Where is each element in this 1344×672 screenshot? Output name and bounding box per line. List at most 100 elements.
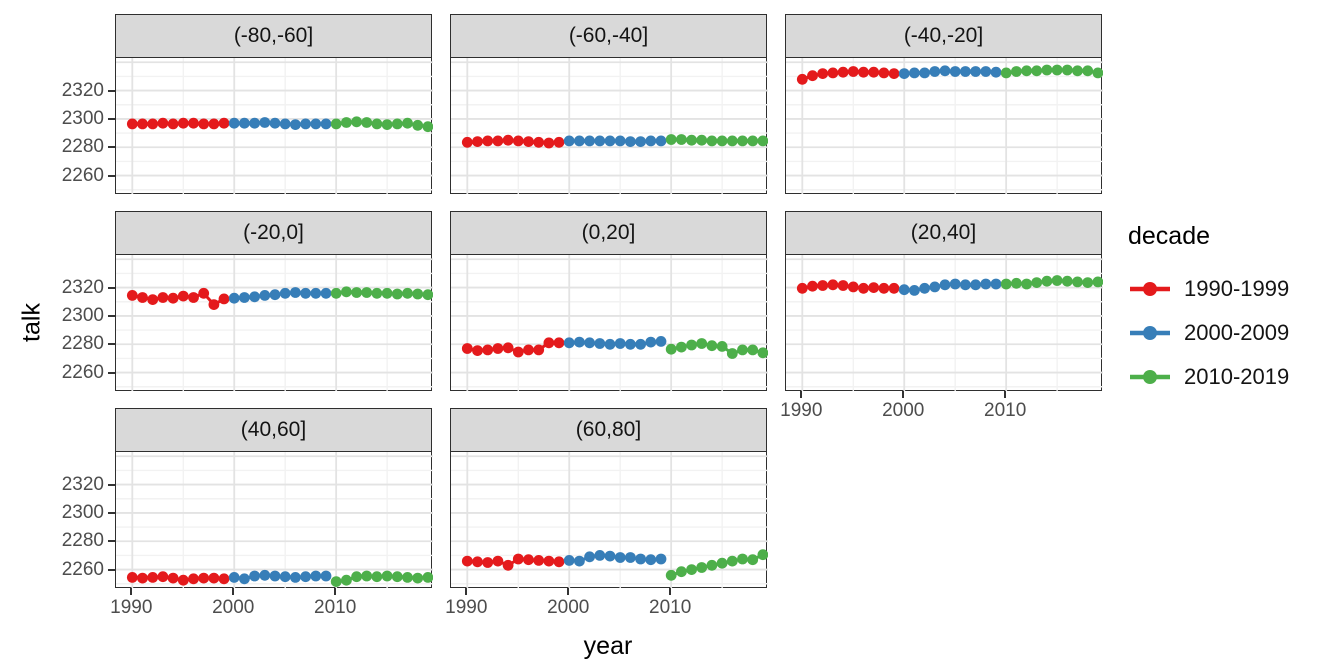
data-point <box>422 572 433 583</box>
data-point <box>188 573 199 585</box>
data-point <box>239 573 250 585</box>
x-axis-tick-mark <box>800 391 803 398</box>
data-point <box>177 117 189 129</box>
data-point <box>259 117 271 128</box>
data-point <box>218 293 230 305</box>
data-point <box>888 282 900 294</box>
data-point <box>259 569 271 581</box>
data-point <box>686 339 697 351</box>
data-point <box>391 571 403 583</box>
data-point <box>502 134 514 146</box>
data-point <box>412 572 424 584</box>
data-point <box>300 287 311 299</box>
facet-panel-(20,40] <box>785 255 1103 391</box>
data-point <box>523 136 534 147</box>
data-point <box>929 281 941 293</box>
y-axis-tick-label: 2300 <box>61 107 104 129</box>
panel-plot-area <box>786 255 1103 391</box>
data-point <box>1041 275 1053 287</box>
facet-strip-(-40,-20]: (-40,-20] <box>785 14 1102 58</box>
data-point <box>1021 65 1032 77</box>
legend-entry-2010-2019: 2010-2019 <box>1128 363 1338 391</box>
data-point <box>625 552 636 563</box>
data-point <box>341 574 352 586</box>
data-point <box>686 564 697 575</box>
data-point <box>279 287 291 299</box>
data-point <box>543 337 555 349</box>
data-point <box>126 118 138 130</box>
data-point <box>300 118 311 130</box>
data-point <box>502 342 514 354</box>
data-point <box>939 279 951 291</box>
data-point <box>909 285 920 296</box>
data-point <box>461 136 473 148</box>
data-point <box>412 119 424 131</box>
panel-plot-area <box>451 58 768 194</box>
data-point <box>686 134 697 146</box>
x-axis-tick-mark <box>902 391 905 398</box>
y-axis-tick-mark <box>108 89 115 92</box>
data-point <box>645 135 657 147</box>
data-point <box>512 346 524 358</box>
data-point <box>310 118 322 130</box>
facet-strip-(-60,-40]: (-60,-40] <box>450 14 767 58</box>
data-point <box>990 278 1002 290</box>
data-point <box>512 135 524 147</box>
data-point <box>147 572 159 583</box>
data-point <box>320 570 332 582</box>
legend: decade 1990-1999 2000-2009 2010-2019 <box>1128 222 1338 407</box>
data-point <box>604 338 616 350</box>
x-axis-tick-label: 2000 <box>212 597 255 618</box>
data-point <box>391 118 403 130</box>
facet-strip-label: (40,60] <box>240 418 307 441</box>
data-point <box>960 279 971 291</box>
y-axis-tick-label: 2280 <box>61 530 104 552</box>
data-point <box>604 135 616 147</box>
data-point <box>553 136 565 148</box>
facet-strip-(0,20]: (0,20] <box>450 211 767 255</box>
data-point <box>716 135 728 147</box>
facet-panel-(-80,-60] <box>115 58 433 194</box>
y-axis-tick-label: 2300 <box>61 501 104 523</box>
data-point <box>502 559 514 571</box>
data-point <box>208 299 220 310</box>
data-point <box>898 284 910 296</box>
facet-panel-(60,80] <box>450 452 768 588</box>
data-point <box>847 281 859 293</box>
facet-strip-(40,60]: (40,60] <box>115 408 432 452</box>
facet-panel-(40,60] <box>115 452 433 588</box>
data-point <box>482 135 494 147</box>
data-point <box>696 134 708 146</box>
facet-strip-label: (-60,-40] <box>568 24 649 47</box>
data-point <box>269 570 281 582</box>
data-point <box>635 338 646 350</box>
data-point <box>594 135 606 147</box>
data-point <box>665 569 677 581</box>
data-point <box>1082 277 1094 288</box>
data-point <box>706 559 718 571</box>
data-point <box>208 118 220 130</box>
data-point <box>422 289 433 301</box>
data-point <box>696 562 708 573</box>
data-point <box>167 572 179 584</box>
data-point <box>137 572 148 584</box>
x-axis-tick-label: 2010 <box>649 597 692 618</box>
data-point <box>533 136 545 148</box>
data-point <box>1021 278 1032 290</box>
data-point <box>198 572 210 584</box>
data-point <box>543 137 555 149</box>
x-axis-tick-mark <box>465 588 468 595</box>
data-point <box>635 136 646 147</box>
data-point <box>330 287 342 299</box>
data-point <box>147 118 159 130</box>
data-point <box>341 117 352 128</box>
data-point <box>929 66 941 77</box>
data-point <box>817 68 829 79</box>
data-point <box>553 556 565 568</box>
data-point <box>492 343 504 354</box>
data-point <box>919 67 930 79</box>
y-axis-tick-label: 2280 <box>61 136 104 158</box>
data-point <box>868 66 880 78</box>
x-axis-tick-mark <box>130 588 133 595</box>
